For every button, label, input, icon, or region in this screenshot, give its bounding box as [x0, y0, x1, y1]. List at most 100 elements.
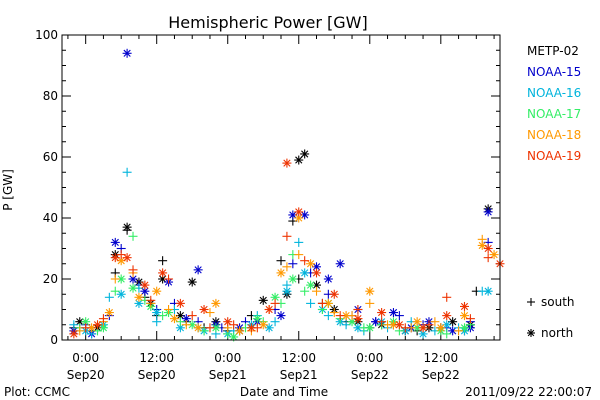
north-point	[158, 268, 168, 278]
south-point	[276, 256, 286, 266]
north-point	[152, 286, 162, 296]
x-axis-label: Date and Time	[240, 385, 328, 399]
north-point	[394, 320, 404, 330]
north-point	[306, 280, 316, 290]
series-noaa-19	[69, 158, 505, 339]
north-point	[288, 274, 298, 284]
legend-marker-label-north: north	[541, 326, 573, 340]
generated-timestamp: 2011/09/22 22:00:07	[465, 385, 592, 399]
north-point	[110, 237, 120, 247]
south-point	[430, 317, 440, 327]
north-point	[235, 326, 245, 336]
x-tick-time-label: 0:00	[356, 351, 383, 365]
north-point	[282, 286, 292, 296]
north-point	[276, 268, 286, 278]
north-point	[300, 268, 310, 278]
south-point	[282, 262, 292, 272]
north-point	[258, 320, 268, 330]
north-point	[282, 158, 292, 168]
legend-entry-noaa-17: NOAA-17	[527, 107, 581, 121]
north-point	[140, 280, 150, 290]
south-point	[335, 311, 345, 321]
legend: METP-02 NOAA-15 NOAA-16 NOAA-17 NOAA-18 NOAA-…	[527, 44, 581, 340]
north-point	[335, 259, 345, 269]
south-point	[122, 167, 132, 177]
north-point	[483, 286, 493, 296]
north-point	[448, 317, 458, 327]
data-marks	[69, 48, 505, 342]
legend-entry-noaa-19: NOAA-19	[527, 149, 581, 163]
north-point	[483, 244, 493, 253]
north-point	[388, 308, 398, 318]
north-point	[258, 295, 268, 305]
south-point	[187, 311, 197, 321]
north-point	[110, 253, 120, 263]
north-point	[193, 323, 203, 333]
north-point	[276, 311, 286, 321]
south-point	[288, 259, 298, 269]
north-point	[187, 277, 197, 287]
south-point	[152, 317, 162, 327]
y-tick-label: 0	[50, 333, 58, 347]
north-point	[323, 274, 333, 284]
series-noaa-15	[69, 48, 493, 339]
y-tick-label: 40	[43, 211, 58, 225]
x-tick-date-label: Sep21	[209, 368, 247, 382]
x-tick-time-label: 0:00	[72, 351, 99, 365]
north-point	[270, 292, 280, 302]
legend-marker-label-south: south	[541, 295, 575, 309]
south-point	[181, 320, 191, 330]
south-point	[110, 286, 120, 296]
north-point	[294, 207, 304, 217]
legend-entry-noaa-18: NOAA-18	[527, 128, 581, 142]
x-tick-date-label: Sep20	[67, 368, 105, 382]
plot-frame	[61, 34, 501, 341]
north-point	[377, 308, 387, 318]
y-tick-label: 100	[35, 28, 58, 42]
y-tick-label: 80	[43, 89, 58, 103]
south-point	[282, 231, 292, 241]
south-point	[110, 274, 120, 284]
x-tick-date-label: Sep20	[138, 368, 176, 382]
x-tick-time-label: 12:00	[281, 351, 316, 365]
legend-entry-metp-02: METP-02	[527, 44, 579, 58]
north-point	[246, 323, 256, 333]
north-point	[93, 320, 103, 330]
south-point	[104, 292, 114, 302]
south-point	[353, 305, 363, 314]
north-point	[365, 286, 375, 296]
legend-entry-noaa-15: NOAA-15	[527, 65, 581, 79]
north-point	[442, 311, 452, 321]
north-point	[169, 314, 179, 324]
south-point	[294, 250, 304, 260]
y-tick-label: 20	[43, 272, 58, 286]
x-tick-date-label: Sep21	[280, 368, 318, 382]
north-point	[459, 323, 469, 333]
south-point	[270, 317, 280, 327]
x-tick-time-label: 0:00	[214, 351, 241, 365]
x-tick-date-label: Sep22	[351, 368, 389, 382]
north-point	[252, 314, 262, 324]
north-point	[229, 332, 239, 342]
south-point	[146, 295, 156, 305]
chart-title: Hemispheric Power [GW]	[168, 13, 367, 32]
south-point	[69, 320, 79, 330]
north-point	[152, 308, 162, 318]
north-point	[459, 301, 469, 311]
north-point	[134, 292, 144, 302]
legend-south-marker	[527, 298, 535, 306]
north-point	[294, 155, 304, 165]
north-point	[306, 259, 316, 269]
north-point	[459, 311, 469, 321]
north-point	[483, 207, 493, 217]
north-point	[418, 329, 428, 339]
north-point	[412, 317, 422, 327]
north-point	[353, 314, 363, 324]
north-point	[116, 289, 126, 299]
south-point	[81, 323, 91, 333]
x-tick-date-label: Sep22	[422, 368, 460, 382]
north-point	[489, 250, 499, 260]
x-tick-time-label: 12:00	[424, 351, 459, 365]
south-point	[128, 231, 138, 241]
